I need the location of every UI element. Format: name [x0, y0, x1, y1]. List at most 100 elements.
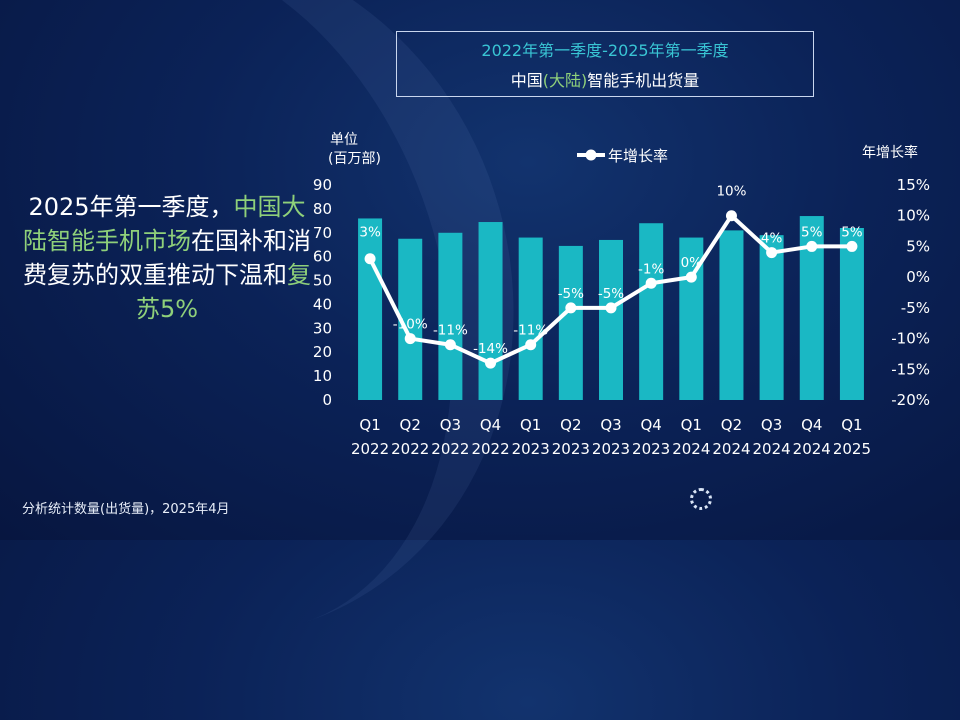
y2-axis-label: 年增长率	[862, 144, 918, 161]
shipment-chart: 单位 (百万部) 年增长率 年增长率 0 10 20 30 40 50 60 70 80 90 1…	[313, 132, 930, 458]
y2-tick-label-3: 0%	[906, 268, 930, 286]
y2-tick-label-6: -15%	[891, 360, 930, 378]
x-tick-year-4: 2022	[471, 440, 509, 458]
bar-1	[358, 218, 383, 400]
x-tick-year-2: 2022	[391, 440, 429, 458]
x-tick-quarter-4: Q4	[480, 416, 501, 434]
bar-6	[558, 245, 583, 400]
y-axis-label-line1: 单位	[330, 132, 358, 148]
growth-label-13: 5%	[841, 224, 863, 240]
x-tick-year-1: 2022	[351, 440, 389, 458]
x-tick-year-7: 2023	[592, 440, 630, 458]
growth-label-2: -10%	[393, 317, 428, 333]
x-tick-year-13: 2025	[833, 440, 871, 458]
growth-point-13	[846, 240, 858, 252]
y-tick-label-3: 30	[313, 319, 332, 337]
x-tick-year-6: 2023	[552, 440, 590, 458]
y-tick-label-5: 50	[313, 272, 332, 290]
growth-label-10: 10%	[716, 184, 746, 200]
x-tick-quarter-10: Q2	[721, 416, 742, 434]
y2-tick-label-1: 10%	[897, 207, 930, 225]
growth-point-10	[725, 210, 737, 222]
headline-part3: 市场	[143, 227, 191, 255]
x-tick-quarter-5: Q1	[520, 416, 541, 434]
chart-title-line1: 2022年第一季度-2025年第一季度	[481, 41, 729, 60]
x-tick-quarter-7: Q3	[600, 416, 621, 434]
growth-point-1	[364, 253, 376, 265]
x-tick-quarter-9: Q1	[681, 416, 702, 434]
headline-text: 2025年第一季度，中国大陆智能手机市场在国补和消费复苏的双重推动下温和复苏5%	[22, 190, 312, 326]
growth-label-7: -5%	[598, 286, 624, 302]
growth-label-8: -1%	[638, 261, 664, 277]
x-tick-quarter-13: Q1	[841, 416, 862, 434]
growth-point-6	[565, 302, 577, 314]
y-tick-label-8: 80	[313, 200, 332, 218]
growth-label-6: -5%	[558, 286, 584, 302]
bar-11	[759, 235, 784, 400]
title-line2-highlight: (大陆)	[542, 71, 588, 90]
growth-point-9	[685, 271, 697, 283]
x-tick-quarter-3: Q3	[440, 416, 461, 434]
y2-tick-label-7: -20%	[891, 391, 930, 409]
y2-tick-label-4: -5%	[901, 299, 930, 317]
y2-tick-label-2: 5%	[906, 237, 930, 255]
x-tick-quarter-1: Q1	[359, 416, 380, 434]
y-tick-label-4: 40	[313, 295, 332, 313]
bar-13	[839, 228, 864, 400]
company-logo-icon	[690, 488, 712, 510]
title-line2-post: 智能手机出货量	[587, 71, 700, 90]
y-tick-label-6: 60	[313, 248, 332, 266]
legend-label: 年增长率	[608, 147, 668, 165]
growth-label-9: 0%	[681, 255, 703, 271]
x-tick-year-9: 2024	[672, 440, 710, 458]
growth-point-3	[444, 339, 456, 351]
x-tick-year-3: 2022	[431, 440, 469, 458]
y2-tick-label-0: 15%	[897, 176, 930, 194]
growth-label-4: -14%	[473, 341, 508, 357]
x-tick-quarter-12: Q4	[801, 416, 822, 434]
bar-3	[438, 232, 463, 400]
bar-8	[639, 223, 664, 400]
y-tick-label-0: 0	[322, 391, 332, 409]
y-tick-label-1: 10	[313, 367, 332, 385]
growth-point-7	[605, 302, 617, 314]
chart-title-box: 2022年第一季度-2025年第一季度 中国(大陆)智能手机出货量	[396, 31, 814, 97]
bar-5	[518, 237, 543, 400]
bar-4	[478, 222, 503, 400]
bar-7	[599, 239, 623, 400]
growth-point-5	[525, 339, 537, 351]
growth-label-5: -11%	[513, 323, 548, 339]
x-tick-quarter-6: Q2	[560, 416, 581, 434]
x-tick-quarter-8: Q4	[640, 416, 661, 434]
growth-label-12: 5%	[801, 224, 823, 240]
bar-10	[719, 230, 744, 400]
growth-point-2	[404, 333, 416, 345]
x-tick-quarter-2: Q2	[400, 416, 421, 434]
y-tick-label-2: 20	[313, 343, 332, 361]
title-line2-pre: 中国	[510, 71, 543, 90]
y2-tick-label-5: -10%	[891, 330, 930, 348]
growth-point-12	[806, 240, 818, 252]
growth-point-8	[645, 277, 657, 289]
legend-point-marker	[585, 149, 597, 161]
x-tick-quarter-11: Q3	[761, 416, 782, 434]
y-tick-label-9: 90	[313, 176, 332, 194]
x-tick-year-10: 2024	[712, 440, 750, 458]
x-tick-year-5: 2023	[512, 440, 550, 458]
x-tick-year-8: 2023	[632, 440, 670, 458]
headline-part1: 2025年第一季度，	[28, 193, 234, 221]
growth-label-11: 4%	[761, 231, 783, 247]
growth-label-3: -11%	[433, 323, 468, 339]
growth-point-11	[766, 247, 778, 259]
x-tick-year-12: 2024	[793, 440, 831, 458]
legend: 年增长率	[577, 147, 668, 165]
y-tick-label-7: 70	[313, 224, 332, 242]
y-axis-label-line2: (百万部)	[328, 151, 381, 167]
headline-part5: 复苏5%	[135, 261, 311, 323]
growth-point-4	[485, 357, 497, 369]
growth-label-1: 3%	[359, 225, 381, 241]
source-note: 分析统计数量(出货量)，2025年4月	[22, 502, 230, 517]
chart-title-line2: 中国(大陆)智能手机出货量	[511, 67, 700, 91]
x-tick-year-11: 2024	[753, 440, 791, 458]
headline-part2: 中国大陆智能手机	[23, 193, 306, 255]
